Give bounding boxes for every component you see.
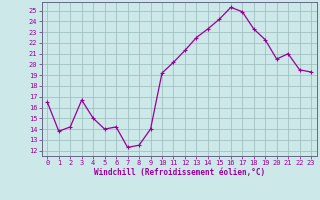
X-axis label: Windchill (Refroidissement éolien,°C): Windchill (Refroidissement éolien,°C): [94, 168, 265, 177]
